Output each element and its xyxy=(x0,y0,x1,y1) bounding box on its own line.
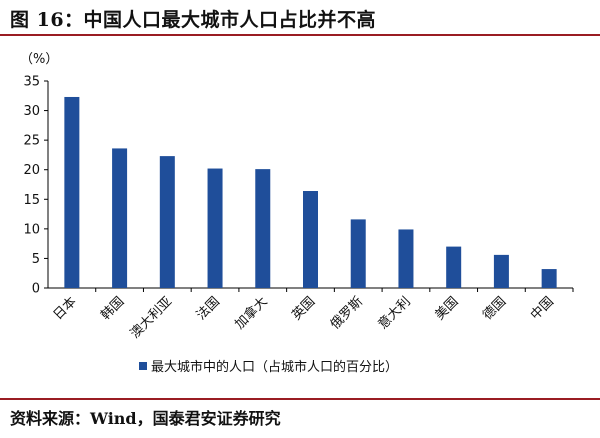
bar xyxy=(112,148,128,288)
title-rule xyxy=(0,34,600,36)
bar xyxy=(398,229,414,288)
y-tick-label: 20 xyxy=(23,163,40,178)
legend: 最大城市中的人口（占城市人口的百分比） xyxy=(139,359,398,375)
bar xyxy=(493,254,509,288)
bar xyxy=(350,219,366,288)
figure-title: 图 16：中国人口最大城市人口占比并不高 xyxy=(10,9,377,31)
bar xyxy=(303,191,318,288)
x-category-label: 英国 xyxy=(289,294,318,323)
x-category-label: 中国 xyxy=(528,294,557,323)
x-category-label: 法国 xyxy=(194,294,223,323)
x-category-label: 澳大利亚 xyxy=(127,294,175,342)
x-category-label: 加拿大 xyxy=(232,294,271,333)
y-tick-label: 10 xyxy=(23,222,40,237)
x-category-label: 日本 xyxy=(51,294,80,323)
y-tick-label: 25 xyxy=(23,134,40,149)
x-category-label: 美国 xyxy=(433,294,462,323)
x-category-label: 俄罗斯 xyxy=(328,294,366,332)
y-tick-label: 30 xyxy=(23,104,40,119)
legend-swatch xyxy=(139,362,147,370)
bar xyxy=(541,269,557,288)
x-category-label: 德国 xyxy=(480,294,509,323)
y-tick-label: 5 xyxy=(32,252,40,267)
y-unit-label: （%） xyxy=(20,52,58,67)
x-category-label: 意大利 xyxy=(375,294,414,333)
category-labels: 日本 韩国 澳大利亚 法国 加拿大 英国 俄罗斯 意大利 美国 德国 中国 xyxy=(51,294,557,342)
x-category-label: 韩国 xyxy=(98,294,127,323)
x-axis xyxy=(48,287,574,292)
legend-label: 最大城市中的人口（占城市人口的百分比） xyxy=(151,359,398,375)
bar xyxy=(159,156,175,288)
footer-rule xyxy=(0,398,600,400)
bars-group xyxy=(64,96,557,289)
y-tick-label: 15 xyxy=(23,193,40,208)
source-note: 资料来源：Wind，国泰君安证券研究 xyxy=(10,409,281,428)
y-tick-label: 35 xyxy=(23,75,40,90)
y-axis: 0 5 10 15 20 25 30 35 xyxy=(23,75,49,297)
bar xyxy=(64,96,80,289)
bar xyxy=(207,168,223,288)
bar xyxy=(255,169,271,288)
bar xyxy=(446,246,462,288)
y-tick-label: 0 xyxy=(32,282,40,297)
